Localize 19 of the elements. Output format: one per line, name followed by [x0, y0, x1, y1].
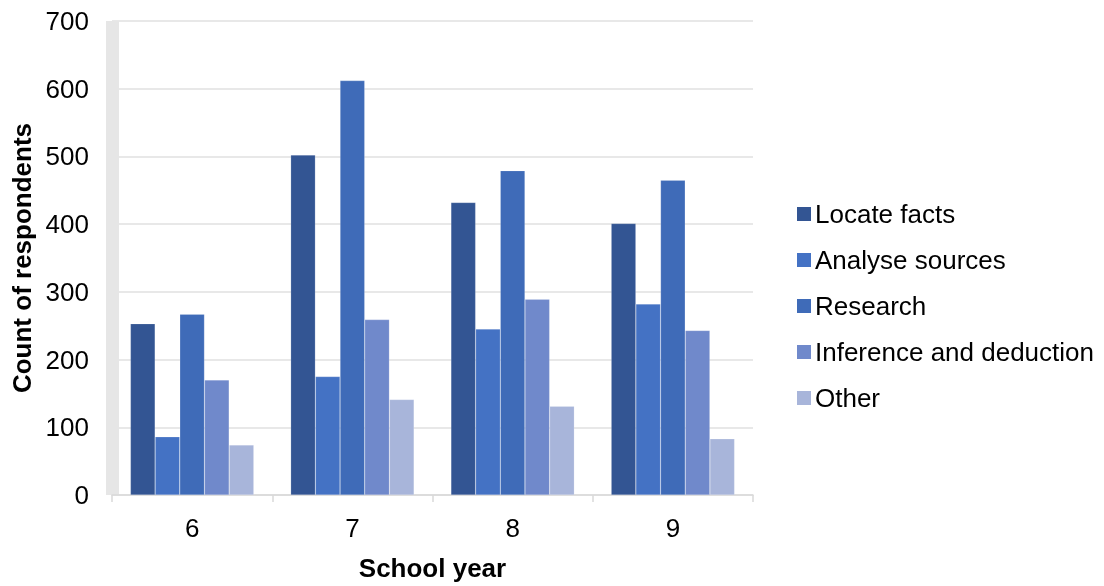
x-tick-label: 9 — [665, 513, 681, 543]
legend-label: Locate facts — [815, 199, 956, 229]
x-tick-label: 6 — [184, 513, 200, 543]
y-tick-label: 500 — [45, 141, 89, 172]
x-tick-label: 7 — [345, 513, 360, 543]
y-axis-title: Count of respondents — [6, 122, 37, 394]
y-tick-label: 700 — [45, 6, 89, 36]
y-tick-label: 200 — [45, 344, 89, 375]
x-tick-label: 8 — [505, 513, 520, 543]
y-tick-label: 600 — [45, 73, 89, 104]
legend-label: Other — [815, 383, 881, 413]
y-tick-label: 300 — [45, 276, 89, 307]
y-tick-label: 0 — [74, 480, 89, 510]
legend-label: Inference and deduction — [815, 337, 1094, 367]
legend-label: Research — [815, 291, 927, 321]
x-axis-title: School year — [358, 553, 507, 583]
y-tick-label: 100 — [45, 412, 89, 443]
y-tick-label: 400 — [45, 209, 89, 240]
legend-label: Analyse sources — [815, 245, 1006, 275]
